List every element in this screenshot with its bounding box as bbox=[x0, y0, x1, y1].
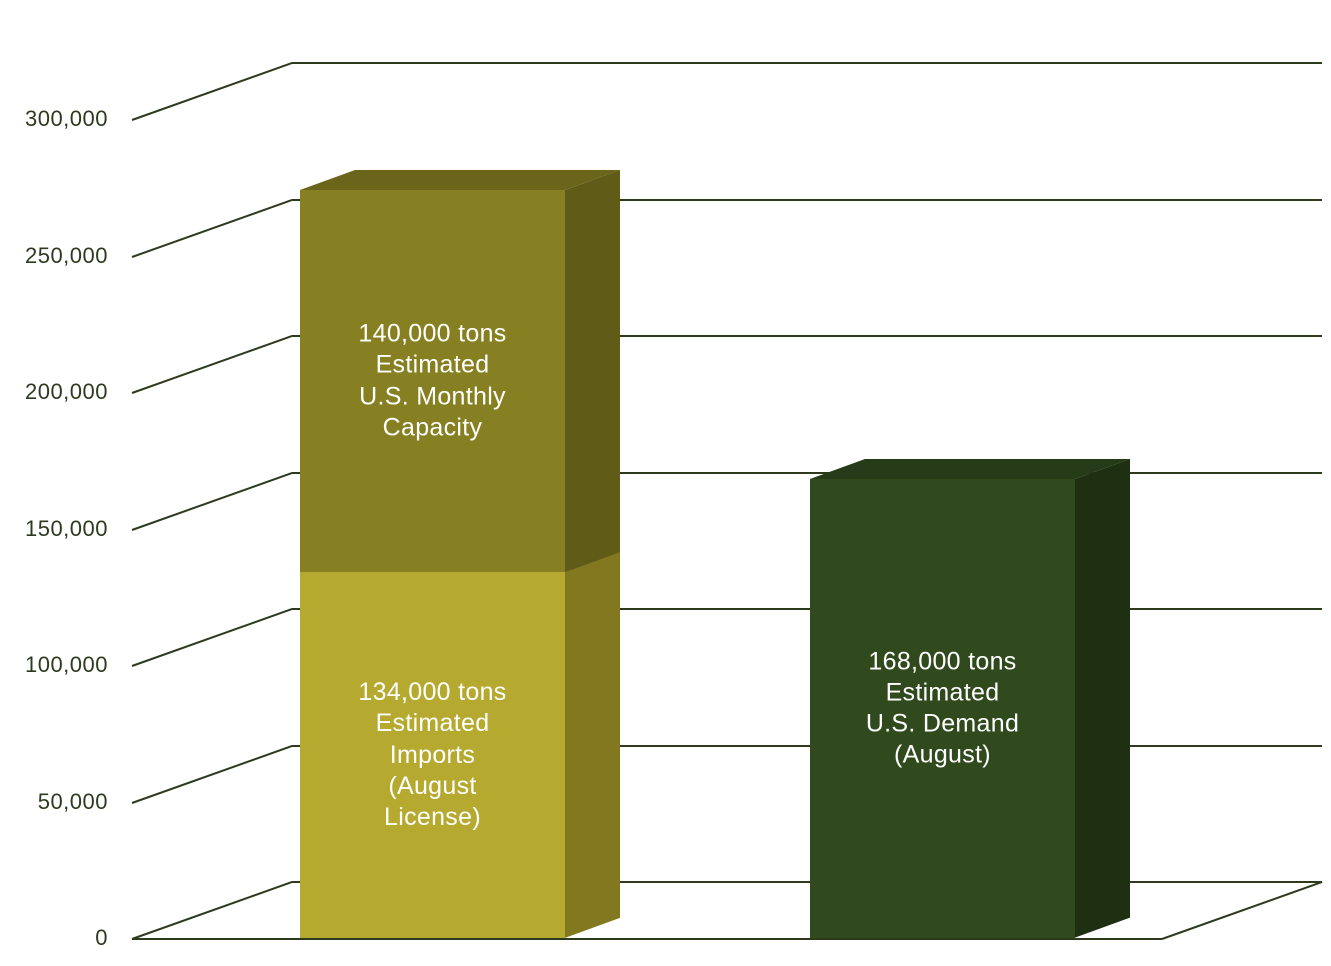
bar-demand: 168,000 tonsEstimatedU.S. Demand(August) bbox=[810, 0, 1130, 938]
bar-segment-label-capacity: 140,000 tonsEstimatedU.S. MonthlyCapacit… bbox=[300, 319, 565, 444]
y-axis-tick-label: 0 bbox=[8, 925, 108, 951]
y-axis-tick-label: 200,000 bbox=[8, 379, 108, 405]
y-axis-tick-label: 150,000 bbox=[8, 516, 108, 542]
y-axis-tick: 200,000 bbox=[0, 380, 108, 404]
y-axis-tick-label: 50,000 bbox=[8, 789, 108, 815]
y-axis-tick: 0 bbox=[0, 926, 108, 950]
y-axis-tick: 300,000 bbox=[0, 107, 108, 131]
gridline-diagonal bbox=[132, 335, 293, 394]
gridline-diagonal bbox=[132, 745, 293, 804]
bar-segment-top-capacity bbox=[300, 170, 620, 191]
bar-segment-top-demand bbox=[810, 459, 1130, 480]
y-axis-tick-label: 250,000 bbox=[8, 243, 108, 269]
chart-container: 0 50,000 100,000 150,000 200,000 250,000 300,0… bbox=[0, 0, 1331, 966]
bar-segment-side-imports bbox=[565, 552, 620, 938]
bar-segment-label-demand: 168,000 tonsEstimatedU.S. Demand(August) bbox=[810, 646, 1075, 771]
bar-segment-label-imports: 134,000 tonsEstimatedImports(AugustLicen… bbox=[300, 677, 565, 833]
floor-right-edge bbox=[1162, 881, 1323, 940]
gridline-diagonal bbox=[132, 62, 293, 121]
y-axis-tick-label: 300,000 bbox=[8, 106, 108, 132]
bar-segment-side-demand bbox=[1075, 459, 1130, 938]
bar-segment-side-capacity bbox=[565, 170, 620, 572]
y-axis-tick: 100,000 bbox=[0, 653, 108, 677]
gridline-diagonal bbox=[132, 608, 293, 667]
y-axis-tick: 50,000 bbox=[0, 790, 108, 814]
bar-supply: 134,000 tonsEstimatedImports(AugustLicen… bbox=[300, 0, 620, 938]
y-axis-tick-label: 100,000 bbox=[8, 652, 108, 678]
gridline-diagonal bbox=[132, 199, 293, 258]
gridline-diagonal bbox=[132, 472, 293, 531]
y-axis-tick: 150,000 bbox=[0, 517, 108, 541]
y-axis-tick: 250,000 bbox=[0, 244, 108, 268]
gridline-diagonal bbox=[132, 881, 293, 940]
floor-front-edge bbox=[132, 938, 1162, 940]
